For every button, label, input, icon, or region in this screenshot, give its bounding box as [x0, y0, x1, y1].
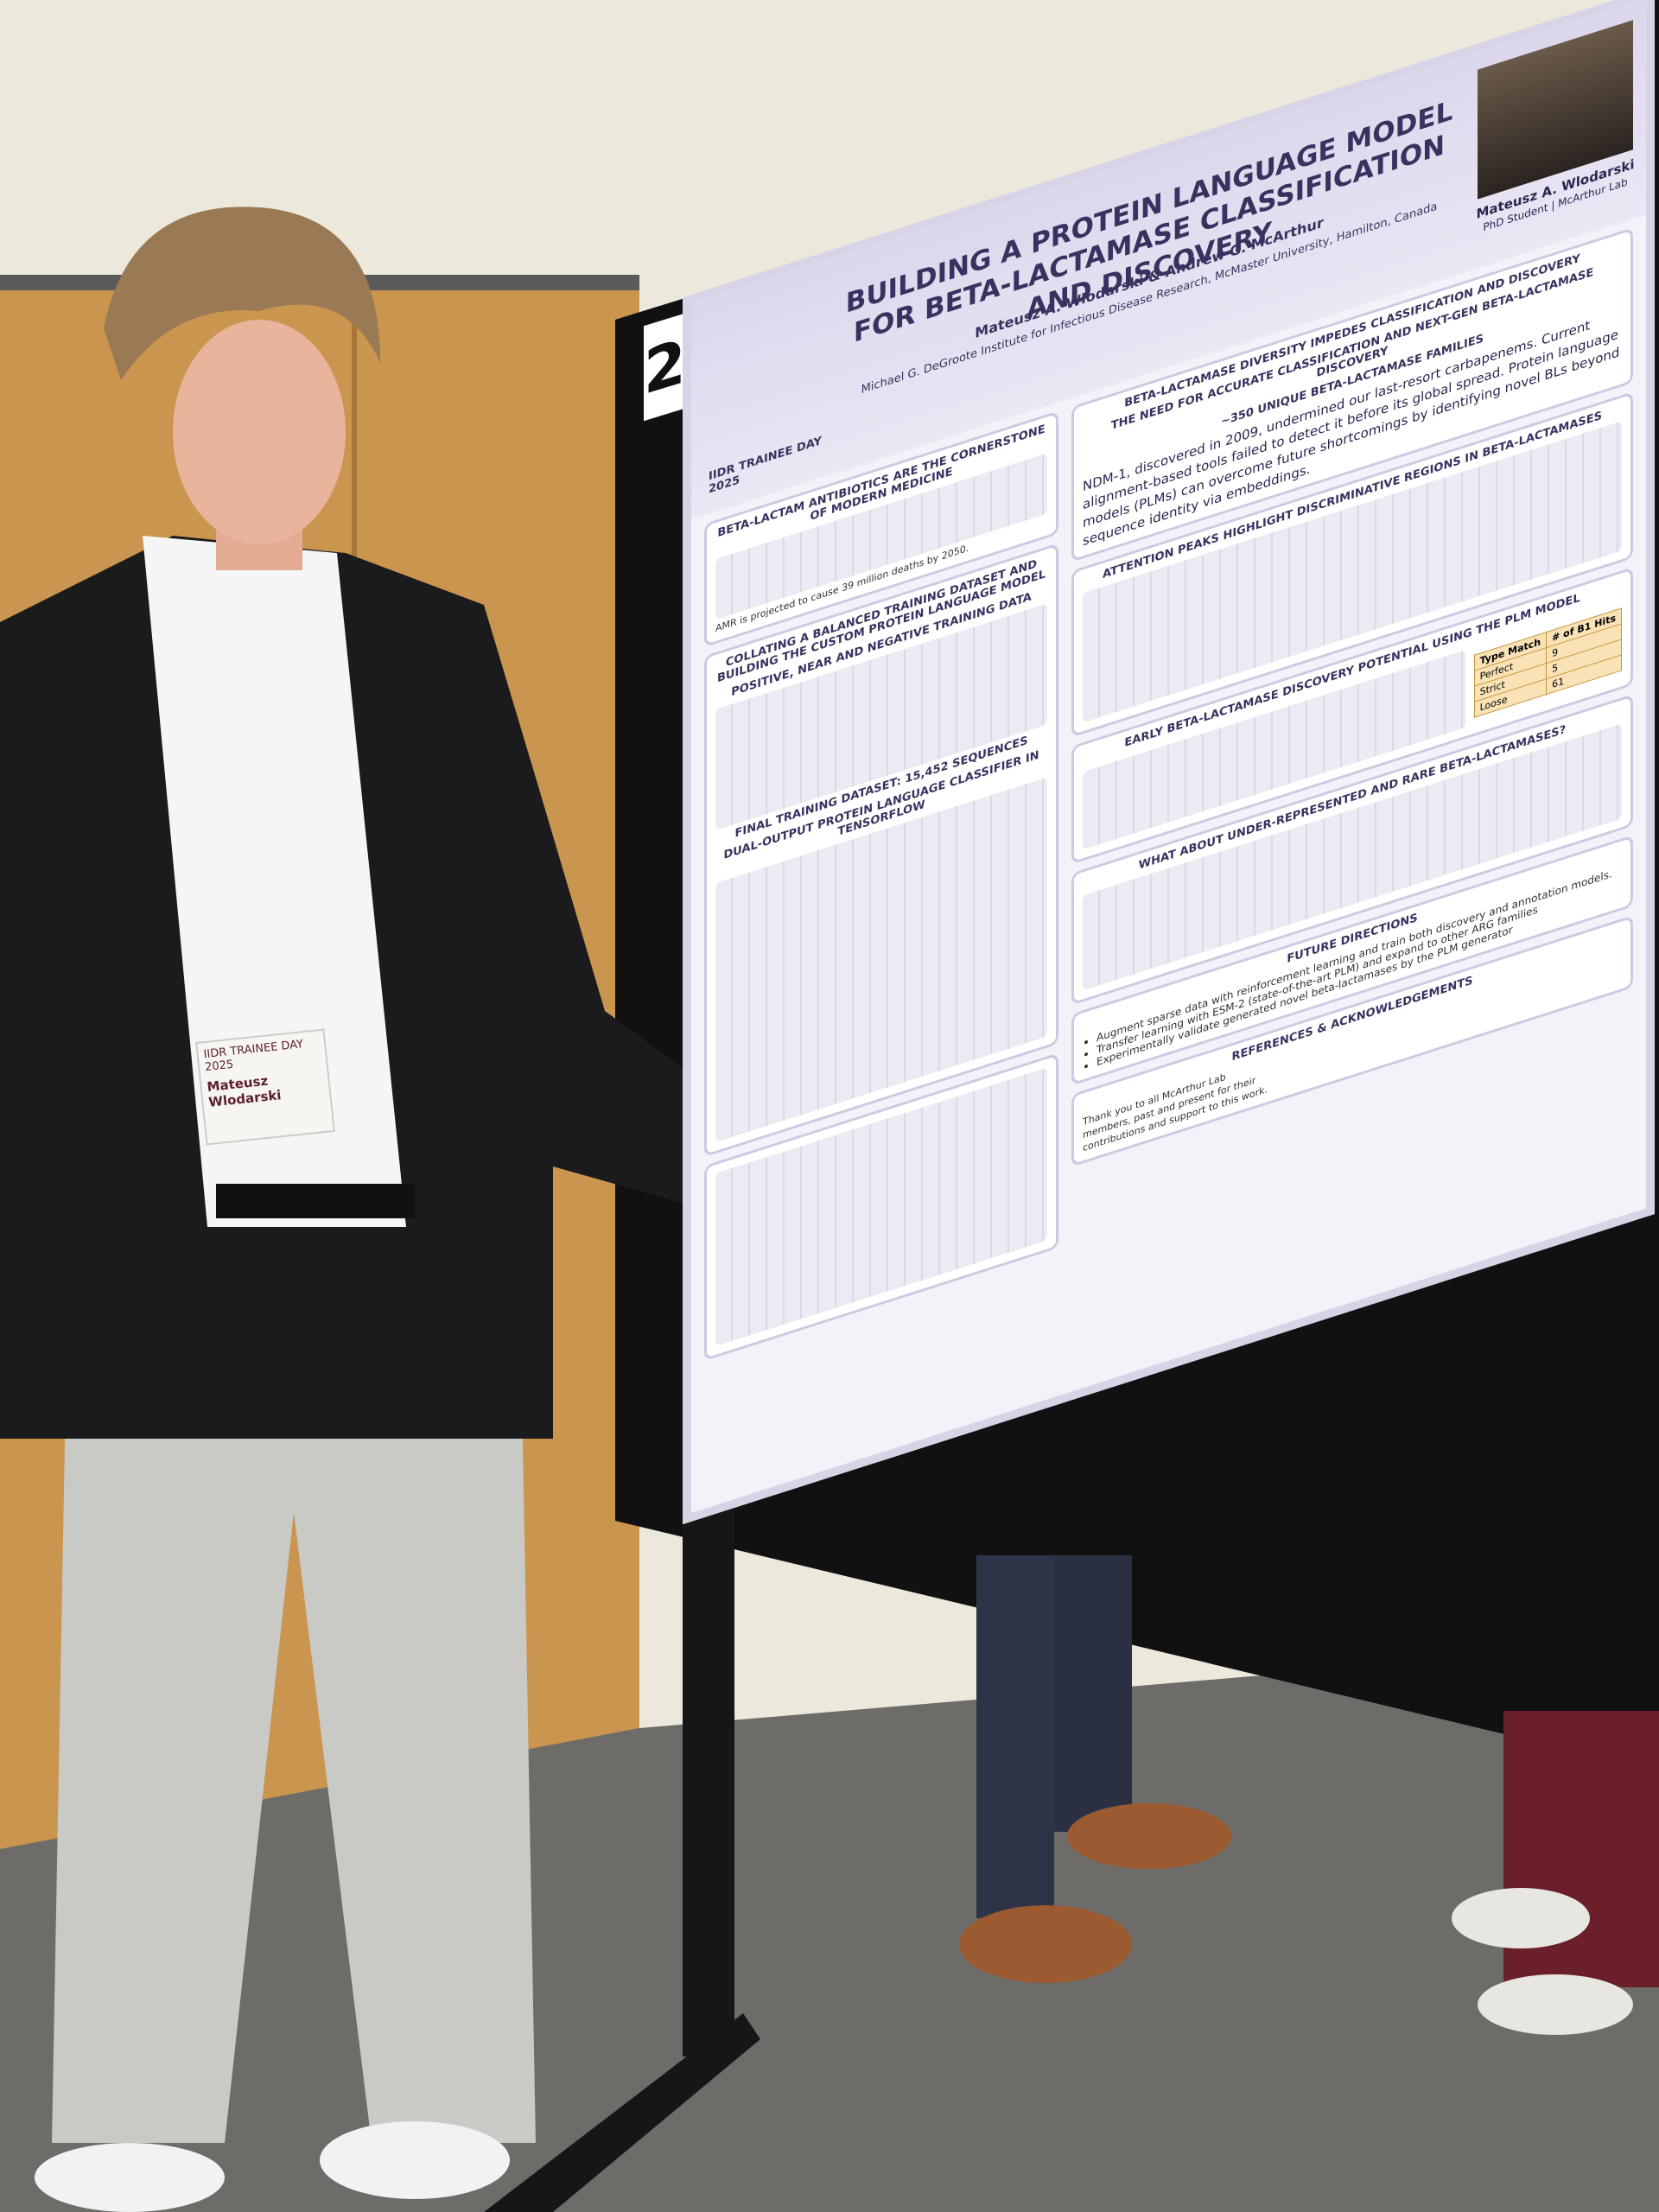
face	[173, 320, 346, 544]
section: COLLATING A BALANCED TRAINING DATASET AN…	[704, 543, 1058, 1158]
hair	[104, 207, 380, 380]
brown-shoe	[1067, 1803, 1231, 1869]
name-tag: IIDR TRAINEE DAY 2025 Mateusz Wlodarski	[195, 1028, 335, 1146]
belt	[216, 1184, 415, 1218]
left-column: BETA-LACTAM ANTIBIOTICS ARE THE CORNERST…	[704, 410, 1058, 1370]
brown-shoe	[959, 1905, 1132, 1983]
trousers	[52, 1210, 536, 2143]
name-tag-name: Mateusz Wlodarski	[206, 1072, 283, 1110]
sneaker	[320, 2121, 510, 2199]
board-foot	[484, 2013, 760, 2212]
sneaker	[1478, 1974, 1633, 2035]
board-pole	[683, 1469, 734, 2056]
other-person-leg	[976, 1555, 1054, 1918]
sneaker	[1452, 1888, 1590, 1948]
other-person-leg	[1054, 1555, 1132, 1832]
sneaker	[35, 2143, 225, 2212]
